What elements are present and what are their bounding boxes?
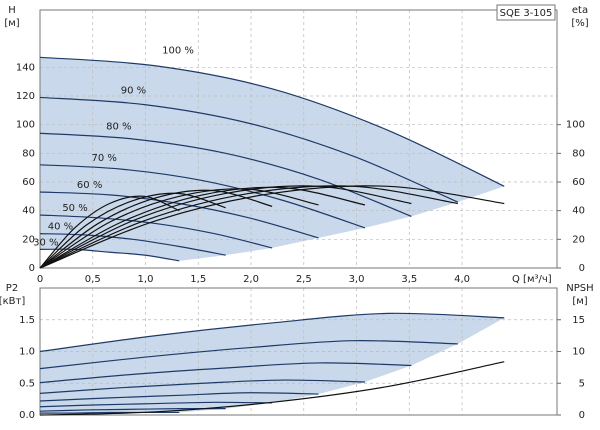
secondary-curve — [39, 195, 180, 269]
secondary-curve — [39, 192, 226, 269]
x-axis-label: Q [м³/ч] — [512, 274, 552, 285]
y2-tick-label: 15 — [572, 315, 585, 326]
chart-title: SQE 3-105 — [500, 8, 553, 19]
y2-axis-unit: [%] — [571, 18, 588, 29]
secondary-curve — [39, 188, 319, 269]
y2-tick-label: 80 — [572, 148, 585, 159]
curve-label: 80 % — [106, 121, 131, 132]
curve — [39, 362, 412, 384]
y-tick-label: 20 — [22, 234, 35, 245]
y-axis-label: P2 — [6, 283, 18, 294]
curve-label: 70 % — [92, 153, 117, 164]
operating-area — [40, 57, 505, 261]
y2-tick-label: 100 — [566, 120, 585, 131]
y-tick-label: 0.0 — [19, 410, 35, 421]
curve — [39, 132, 412, 217]
y2-axis-unit: [м] — [572, 296, 587, 307]
x-tick-label: 4,0 — [454, 274, 470, 285]
secondary-curve — [39, 361, 505, 416]
curve — [39, 379, 365, 395]
y-axis-label: H — [8, 5, 16, 16]
y-tick-label: 100 — [16, 120, 35, 131]
y-tick-label: 140 — [16, 62, 35, 73]
operating-area — [40, 313, 505, 414]
curve-label: 40 % — [48, 222, 73, 233]
x-tick-label: 3,5 — [401, 274, 417, 285]
y2-tick-label: 5 — [579, 378, 585, 389]
y2-axis-label: eta — [572, 5, 588, 16]
secondary-curve — [39, 189, 273, 269]
y-tick-label: 120 — [16, 91, 35, 102]
curve — [39, 340, 458, 370]
curve — [39, 214, 273, 249]
y-tick-label: 60 — [22, 177, 35, 188]
curve — [39, 312, 505, 353]
curve — [39, 392, 319, 402]
curve-label: 100 % — [162, 45, 194, 56]
curve — [39, 233, 226, 256]
secondary-curve — [39, 185, 412, 269]
plot-frame — [39, 9, 558, 269]
y-tick-label: 0.5 — [19, 378, 35, 389]
y-tick-label: 80 — [22, 148, 35, 159]
curve — [39, 164, 366, 229]
y2-tick-label: 40 — [572, 206, 585, 217]
y-tick-label: 1.5 — [19, 315, 35, 326]
secondary-curve — [39, 185, 505, 269]
y-axis-unit: [кВт] — [0, 296, 25, 307]
curve — [39, 191, 319, 239]
y2-tick-label: 10 — [572, 347, 585, 358]
x-tick-label: 1,5 — [190, 274, 206, 285]
y2-tick-label: 0 — [579, 263, 585, 274]
curve-label: 50 % — [62, 203, 87, 214]
curve — [39, 411, 180, 414]
curve — [39, 56, 505, 187]
secondary-curve — [39, 186, 366, 269]
curve — [39, 401, 273, 408]
x-tick-label: 0 — [37, 274, 43, 285]
x-tick-label: 2,0 — [243, 274, 259, 285]
y2-tick-label: 20 — [572, 234, 585, 245]
y-tick-label: 0 — [29, 263, 35, 274]
y2-tick-label: 0 — [579, 410, 585, 421]
curve-label: 30 % — [33, 237, 58, 248]
x-tick-label: 3,0 — [349, 274, 365, 285]
curve — [39, 96, 459, 203]
secondary-curve — [39, 185, 458, 269]
y-axis-unit: [м] — [4, 18, 19, 29]
y-tick-label: 1.0 — [19, 347, 35, 358]
y2-axis-label: NPSH — [566, 283, 593, 294]
x-tick-label: 2,5 — [296, 274, 312, 285]
title-box — [496, 4, 556, 21]
y2-tick-label: 60 — [572, 177, 585, 188]
curve — [39, 408, 226, 412]
y-tick-label: 40 — [22, 206, 35, 217]
curve-label: 90 % — [121, 85, 146, 96]
x-tick-label: 1,0 — [138, 274, 154, 285]
curve-label: 60 % — [77, 180, 102, 191]
x-tick-label: 0,5 — [85, 274, 101, 285]
